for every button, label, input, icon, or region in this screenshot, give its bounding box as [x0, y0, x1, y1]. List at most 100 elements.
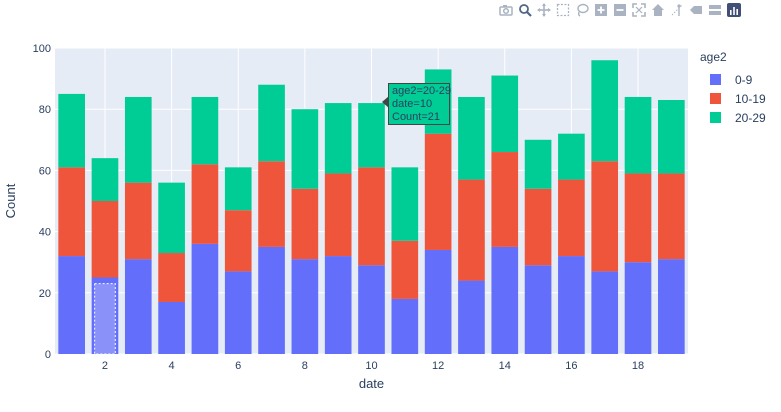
- legend-item-10-19[interactable]: 10-19: [710, 89, 766, 108]
- legend-label: 20-29: [735, 110, 766, 125]
- bar-10-19: [258, 161, 285, 247]
- pan-icon[interactable]: [536, 2, 552, 18]
- bar-0-9: [124, 259, 152, 354]
- bar-0-9: [624, 262, 652, 354]
- x-tick-label: 16: [565, 360, 577, 372]
- bar-10-19: [191, 164, 219, 244]
- y-tick-label: 100: [33, 43, 51, 55]
- bar-0-9: [191, 243, 219, 354]
- hover-compare-icon[interactable]: [707, 2, 723, 18]
- bar-20-29: [458, 96, 485, 180]
- bar-0-9: [224, 271, 252, 354]
- y-tick-label: 80: [39, 104, 51, 116]
- lasso-select-icon[interactable]: [574, 2, 590, 18]
- legend-title: age2: [700, 50, 727, 64]
- bar-10-19: [124, 182, 152, 260]
- x-tick-label: 6: [235, 360, 241, 372]
- bar-10-19: [391, 240, 419, 299]
- bar-10-19: [591, 161, 619, 272]
- bar-0-9: [258, 246, 285, 354]
- bar-10-19: [458, 179, 485, 281]
- plotly-logo-icon[interactable]: [726, 2, 742, 18]
- bar-20-29: [124, 96, 152, 183]
- bar-20-29: [291, 109, 319, 189]
- tooltip-line: Count=21: [392, 111, 441, 123]
- y-tick-label: 60: [39, 165, 51, 177]
- bar-0-9: [358, 265, 385, 354]
- y-axis-title: Count: [3, 183, 18, 218]
- legend-swatch: [710, 74, 721, 85]
- bar-10-19: [224, 210, 252, 272]
- bar-0-9: [291, 259, 319, 354]
- bar-0-9: [524, 265, 552, 354]
- bar-10-19: [58, 167, 85, 257]
- bar-20-29: [324, 103, 352, 174]
- bar-10-19: [658, 173, 685, 260]
- hover-tooltip: age2=20-29 date=10 Count=21: [382, 83, 452, 125]
- legend-items: 0-9 10-19 20-29: [700, 70, 766, 127]
- camera-icon[interactable]: [498, 2, 514, 18]
- legend-item-20-29[interactable]: 20-29: [710, 108, 766, 127]
- bar-0-9: [558, 256, 585, 354]
- bar-20-29: [91, 158, 119, 201]
- x-tick-label: 8: [302, 360, 308, 372]
- bar-0-9: [491, 246, 519, 354]
- modebar: [498, 0, 742, 20]
- bar-20-29: [191, 96, 219, 165]
- tooltip-line: age2=20-29: [392, 85, 452, 97]
- tooltip-line: date=10: [392, 98, 433, 110]
- bar-20-29: [358, 103, 385, 168]
- legend-swatch: [710, 93, 721, 104]
- zoom-icon[interactable]: [517, 2, 533, 18]
- bar-10-19: [291, 188, 319, 260]
- bar-0-9: [458, 280, 485, 354]
- bar-10-19: [358, 167, 385, 266]
- bar-10-19: [491, 152, 519, 247]
- bar-10-19: [624, 173, 652, 263]
- bar-20-29: [491, 75, 519, 153]
- bar-0-9: [591, 271, 619, 354]
- bar-20-29: [524, 139, 552, 189]
- bar-0-9: [391, 298, 419, 354]
- bar-0-9: [158, 301, 185, 354]
- bar-10-19: [91, 201, 119, 278]
- bar-0-9: [658, 259, 685, 354]
- autoscale-icon[interactable]: [631, 2, 647, 18]
- bar-20-29: [558, 133, 585, 180]
- y-tick-label: 20: [39, 288, 51, 300]
- spike-lines-icon[interactable]: [669, 2, 685, 18]
- box-select-icon[interactable]: [555, 2, 571, 18]
- bar-20-29: [158, 182, 185, 254]
- legend-item-0-9[interactable]: 0-9: [710, 70, 766, 89]
- zoom-in-icon[interactable]: [593, 2, 609, 18]
- x-tick-label: 2: [102, 360, 108, 372]
- y-tick-label: 40: [39, 227, 51, 239]
- bar-20-29: [658, 100, 685, 174]
- bar-10-19: [558, 179, 585, 257]
- legend-label: 10-19: [735, 91, 766, 106]
- x-tick-label: 14: [499, 360, 511, 372]
- legend-label: 0-9: [735, 72, 753, 87]
- home-icon[interactable]: [650, 2, 666, 18]
- bar-10-19: [324, 173, 352, 257]
- bar-20-29: [224, 167, 252, 211]
- bar-20-29: [391, 167, 419, 241]
- legend: age2 0-9 10-19 20-29: [700, 50, 766, 127]
- zoom-out-icon[interactable]: [612, 2, 628, 18]
- x-axis-title: date: [359, 376, 384, 391]
- hover-closest-icon[interactable]: [688, 2, 704, 18]
- bar-20-29: [591, 60, 619, 162]
- selection-box: [94, 283, 116, 355]
- x-tick-label: 12: [432, 360, 444, 372]
- bar-20-29: [624, 96, 652, 174]
- x-tick-label: 18: [632, 360, 644, 372]
- bar-0-9: [324, 256, 352, 354]
- bar-20-29: [258, 84, 285, 162]
- bar-0-9: [58, 256, 85, 354]
- x-tick-label: 10: [365, 360, 377, 372]
- bar-20-29: [58, 93, 85, 168]
- y-tick-label: 0: [45, 349, 51, 361]
- bar-10-19: [524, 188, 552, 266]
- bar-10-19: [424, 133, 452, 250]
